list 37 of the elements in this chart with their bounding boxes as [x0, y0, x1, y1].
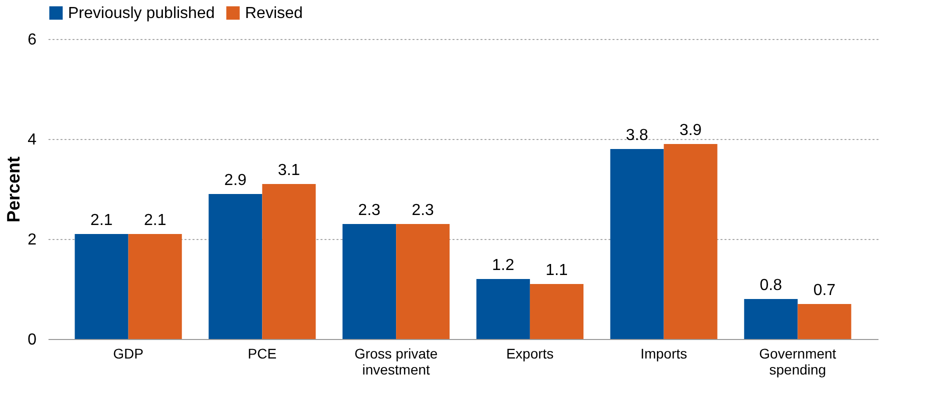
bar	[530, 284, 584, 339]
y-tick-label: 4	[28, 132, 37, 148]
y-axis-title: Percent	[4, 156, 24, 223]
data-label: 2.3	[358, 202, 381, 219]
x-tick-label: Gross private investment	[354, 346, 438, 378]
data-label: 0.7	[813, 282, 836, 299]
data-label: 2.9	[224, 172, 247, 189]
legend-label: Previously published	[68, 5, 215, 22]
data-label: 2.1	[144, 212, 166, 229]
x-tick-label: Government spending	[759, 346, 836, 378]
y-tick-label: 6	[28, 32, 37, 48]
data-label: 3.8	[626, 127, 648, 144]
bar	[208, 194, 262, 339]
bar	[476, 279, 530, 339]
data-label: 0.8	[760, 277, 782, 294]
bar	[744, 299, 798, 339]
bar	[396, 224, 450, 339]
data-label: 3.1	[278, 162, 300, 179]
data-label: 1.1	[546, 262, 568, 279]
x-tick-label: GDP	[113, 346, 144, 362]
data-label: 2.1	[90, 212, 113, 229]
bar	[262, 184, 316, 339]
data-label: 2.3	[412, 202, 434, 219]
data-label: 3.9	[679, 122, 702, 139]
x-tick-label: Exports	[506, 346, 554, 362]
legend-label: Revised	[245, 5, 303, 22]
y-tick-label: 0	[28, 332, 37, 348]
x-tick-label: Imports	[640, 346, 688, 362]
bar	[342, 224, 396, 339]
bar	[798, 304, 852, 339]
bar	[74, 234, 128, 339]
bar	[128, 234, 182, 339]
data-label: 1.2	[492, 257, 514, 274]
bar	[610, 149, 664, 339]
y-tick-label: 2	[28, 232, 37, 248]
bar	[664, 144, 718, 339]
x-tick-label: PCE	[248, 346, 277, 362]
